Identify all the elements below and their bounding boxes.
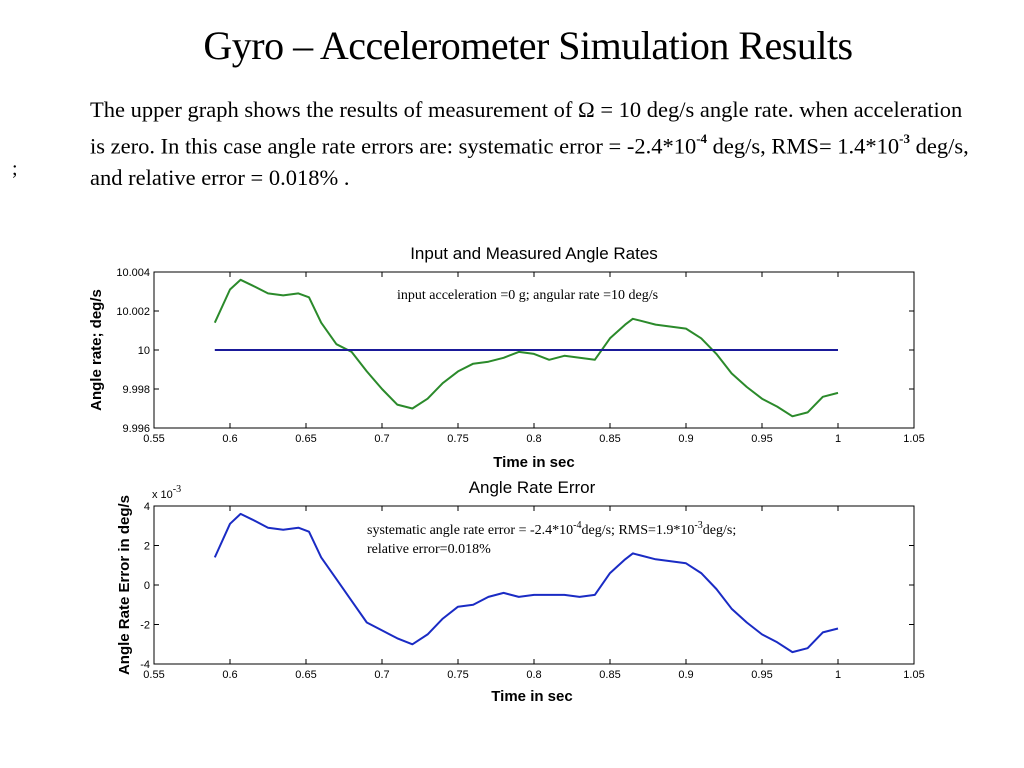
bottom-chart: Angle Rate Error Time in sec Angle Rate … (116, 478, 925, 705)
top-x-tick-label: 0.75 (447, 433, 468, 445)
bottom-ticks: 0.55 0.6 0.65 0.7 0.75 0.8 0.85 0.9 0.95 1 1.05 -4 -… (140, 501, 924, 681)
bottom-x-tick-label: 0.6 (222, 669, 237, 681)
bottom-y-scale-base: x 10 (152, 489, 173, 501)
top-chart: Input and Measured Angle Rates Time in s… (88, 244, 925, 471)
top-x-tick-label: 1.05 (903, 433, 924, 445)
bottom-x-tick-label: 0.55 (143, 669, 164, 681)
bottom-annotation-line-1: systematic angle rate error = -2.4*10-4d… (367, 520, 736, 538)
bottom-plot-area (153, 505, 915, 665)
top-y-tick-label: 10.004 (116, 267, 150, 279)
bottom-y-tick-label: -4 (140, 659, 150, 671)
stray-semicolon: ; (12, 158, 18, 180)
description-superscript-2: -3 (899, 131, 910, 146)
bottom-x-tick-label: 1.05 (903, 669, 924, 681)
top-x-tick-label: 0.55 (143, 433, 164, 445)
bottom-y-scale-exponent: -3 (173, 484, 181, 495)
annot-text-b: deg/s; RMS=1.9*10 (582, 523, 695, 538)
top-annotation: input acceleration =0 g; angular rate =1… (397, 288, 658, 303)
top-series (213, 278, 839, 418)
top-series-line-1 (213, 278, 839, 418)
description-part-3: deg/s, and relative error = 0.018% . (90, 133, 969, 190)
bottom-y-tick-label: -2 (140, 620, 150, 632)
top-ticks: 0.55 0.6 0.65 0.7 0.75 0.8 0.85 0.9 0.95 1 1.05 9.9… (116, 267, 924, 445)
annot-sup-a: -4 (573, 520, 581, 531)
bottom-series-line-1 (213, 512, 839, 654)
bottom-x-tick-label: 0.7 (374, 669, 389, 681)
annot-text-a: systematic angle rate error = -2.4*10 (367, 523, 573, 538)
bottom-y-scale-factor: x 10-3 (152, 484, 181, 501)
description-text: The upper graph shows the results of mea… (90, 94, 970, 193)
top-chart-title: Input and Measured Angle Rates (410, 244, 658, 263)
bottom-series (213, 512, 839, 654)
top-y-tick-label: 10 (138, 345, 150, 357)
top-x-tick-label: 0.65 (295, 433, 316, 445)
top-x-tick-label: 0.7 (374, 433, 389, 445)
top-x-tick-label: 1 (835, 433, 841, 445)
bottom-x-axis-label: Time in sec (491, 688, 572, 705)
top-x-tick-label: 0.9 (678, 433, 693, 445)
description-superscript-1: -4 (696, 131, 708, 146)
bottom-y-tick-label: 2 (144, 541, 150, 553)
bottom-y-axis-label: Angle Rate Error in deg/s (116, 495, 133, 675)
top-x-tick-label: 0.6 (222, 433, 237, 445)
top-x-tick-label: 0.8 (526, 433, 541, 445)
annot-sup-b: -3 (694, 520, 702, 531)
bottom-y-tick-label: 4 (144, 501, 150, 513)
bottom-y-tick-label: 0 (144, 580, 150, 592)
bottom-x-tick-label: 1 (835, 669, 841, 681)
description-part-1: The upper graph shows the results of mea… (90, 97, 963, 159)
top-y-axis-label: Angle rate; deg/s (88, 289, 105, 411)
bottom-x-tick-label: 0.75 (447, 669, 468, 681)
top-x-tick-label: 0.85 (599, 433, 620, 445)
top-y-tick-label: 10.002 (116, 306, 150, 318)
top-y-tick-label: 9.996 (122, 423, 150, 435)
annot-text-c: deg/s; (703, 523, 736, 538)
description-part-2: deg/s, RMS= 1.4*10 (707, 133, 900, 159)
slide-title: Gyro – Accelerometer Simulation Results (203, 23, 853, 68)
top-y-tick-label: 9.998 (122, 384, 150, 396)
bottom-x-tick-label: 0.8 (526, 669, 541, 681)
top-x-axis-label: Time in sec (493, 454, 574, 471)
bottom-annotation-line-2: relative error=0.018% (367, 542, 491, 557)
bottom-x-tick-label: 0.95 (751, 669, 772, 681)
bottom-chart-title: Angle Rate Error (469, 478, 596, 497)
bottom-x-tick-label: 0.85 (599, 669, 620, 681)
bottom-x-tick-label: 0.9 (678, 669, 693, 681)
top-x-tick-label: 0.95 (751, 433, 772, 445)
bottom-x-tick-label: 0.65 (295, 669, 316, 681)
